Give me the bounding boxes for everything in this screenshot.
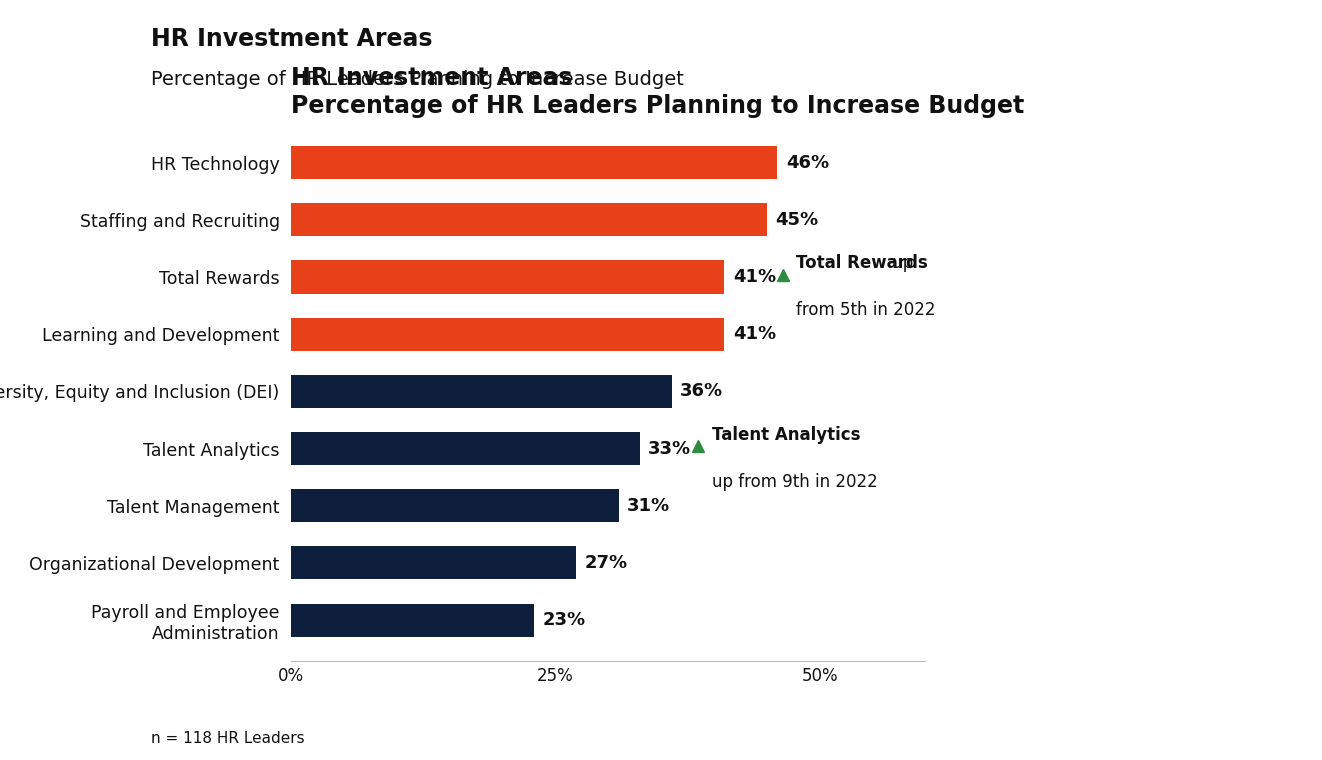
Text: from 5th in 2022: from 5th in 2022 [796, 301, 936, 319]
Text: 33%: 33% [648, 439, 691, 458]
Text: up: up [887, 255, 914, 273]
Text: 23%: 23% [542, 611, 586, 629]
Text: 41%: 41% [732, 325, 776, 344]
Bar [291, 603, 534, 637]
Text: 31%: 31% [627, 497, 670, 515]
Text: up from 9th in 2022: up from 9th in 2022 [711, 473, 878, 491]
Bar [291, 432, 640, 465]
Text: 46%: 46% [785, 154, 829, 172]
Text: 45%: 45% [775, 211, 818, 229]
Bar [291, 546, 576, 579]
Bar [291, 375, 672, 408]
Bar [291, 204, 767, 236]
Text: 36%: 36% [680, 382, 723, 401]
Bar [291, 489, 619, 522]
Text: 41%: 41% [732, 268, 776, 286]
Bar [291, 261, 724, 293]
Text: Percentage of HR Leaders Planning to Increase Budget: Percentage of HR Leaders Planning to Inc… [151, 70, 683, 89]
Bar [291, 318, 724, 351]
Bar [291, 146, 777, 179]
Text: HR Investment Areas: HR Investment Areas [151, 27, 432, 52]
Text: Total Rewards: Total Rewards [796, 255, 928, 273]
Text: 27%: 27% [584, 554, 628, 572]
Text: n = 118 HR Leaders: n = 118 HR Leaders [151, 731, 305, 746]
Text: HR Investment Areas
Percentage of HR Leaders Planning to Increase Budget: HR Investment Areas Percentage of HR Lea… [291, 66, 1025, 119]
Text: Talent Analytics: Talent Analytics [711, 426, 861, 444]
